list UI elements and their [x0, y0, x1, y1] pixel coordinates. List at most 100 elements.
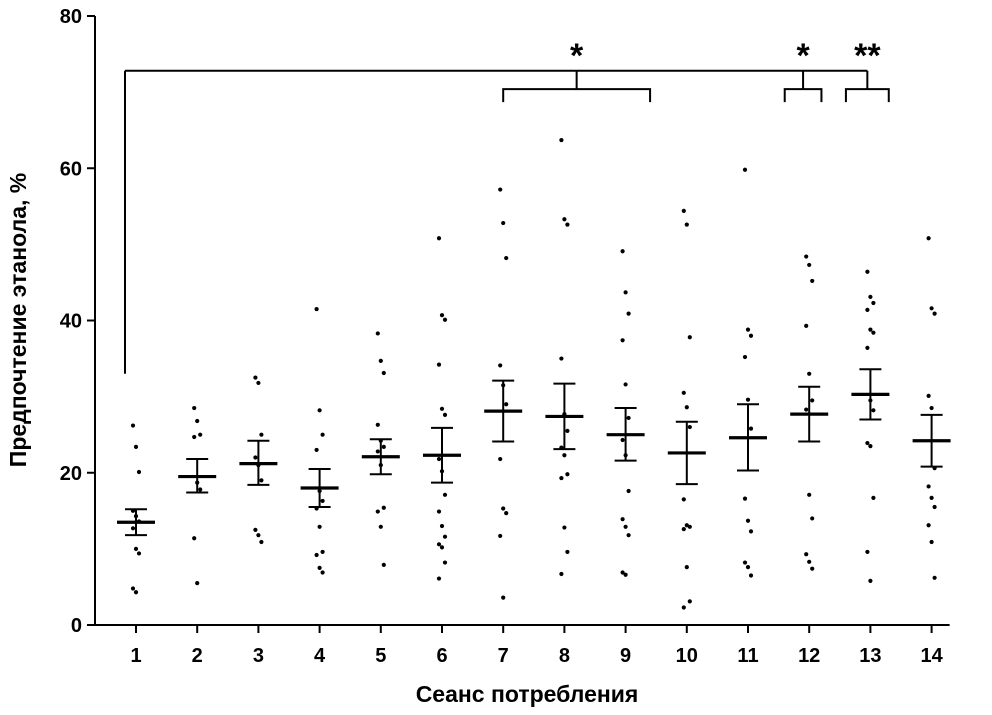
data-point	[439, 313, 445, 318]
data-point	[926, 393, 931, 398]
data-point	[681, 605, 686, 610]
data-point	[501, 220, 506, 226]
data-point	[745, 397, 751, 402]
data-point	[436, 362, 442, 367]
data-point	[192, 434, 197, 440]
data-point	[559, 571, 564, 577]
data-point	[623, 572, 628, 577]
data-point	[626, 415, 631, 421]
data-point	[620, 517, 625, 522]
data-point	[929, 539, 934, 545]
data-point	[868, 578, 873, 583]
data-point	[562, 525, 567, 530]
data-point	[253, 375, 258, 380]
data-point	[320, 570, 325, 575]
data-point	[807, 492, 812, 497]
data-point	[926, 484, 931, 489]
data-point	[439, 523, 445, 529]
data-point	[868, 444, 873, 449]
data-point	[192, 405, 197, 411]
data-point	[498, 533, 503, 539]
y-tick-label: 40	[60, 311, 82, 333]
data-point	[504, 402, 509, 407]
data-point	[256, 380, 261, 386]
data-point	[687, 524, 692, 529]
data-point	[687, 424, 692, 430]
data-point	[807, 262, 812, 268]
data-point	[810, 516, 815, 521]
data-point	[804, 552, 809, 557]
data-point	[807, 371, 812, 376]
x-tick-label: 10	[676, 645, 698, 667]
significance-star: **	[854, 37, 881, 75]
data-point	[684, 405, 689, 410]
data-point	[868, 294, 873, 300]
data-point	[501, 595, 506, 600]
data-point	[932, 575, 937, 580]
data-point	[442, 317, 448, 322]
data-point	[929, 306, 934, 311]
data-point	[742, 354, 748, 360]
y-tick-label: 0	[71, 615, 82, 637]
data-point	[136, 551, 142, 556]
data-point	[684, 222, 689, 227]
y-tick-label: 20	[60, 463, 82, 485]
data-point	[562, 453, 567, 458]
data-point	[681, 526, 686, 532]
data-point	[745, 518, 751, 523]
x-tick-label: 5	[375, 645, 386, 667]
data-point	[442, 492, 448, 497]
data-point	[929, 495, 934, 500]
data-point	[378, 524, 383, 529]
data-point	[192, 536, 197, 541]
data-point	[498, 456, 503, 462]
x-tick-label: 4	[314, 645, 326, 667]
data-point	[620, 338, 625, 343]
x-tick-label: 3	[253, 645, 264, 667]
data-point	[565, 472, 570, 477]
data-point	[748, 573, 754, 578]
data-point	[436, 456, 442, 462]
data-point	[745, 565, 751, 570]
data-point	[442, 412, 448, 417]
x-tick-label: 12	[798, 645, 820, 667]
data-point	[620, 249, 625, 254]
data-point	[442, 560, 448, 565]
significance-star: *	[796, 37, 810, 75]
data-point	[620, 437, 625, 443]
x-tick-label: 1	[130, 645, 141, 667]
data-point	[926, 523, 931, 528]
data-point	[929, 405, 934, 411]
data-point	[195, 418, 200, 424]
data-point	[498, 363, 503, 368]
data-point	[871, 495, 876, 500]
data-point	[565, 222, 570, 227]
data-point	[620, 570, 625, 575]
data-point	[926, 236, 931, 241]
data-point	[317, 408, 322, 413]
data-point	[626, 311, 631, 316]
data-point	[320, 549, 325, 555]
x-tick-label: 14	[920, 645, 943, 667]
significance-bracket	[502, 88, 652, 103]
data-point	[501, 506, 506, 511]
x-tick-label: 6	[436, 645, 447, 667]
x-tick-label: 9	[620, 645, 631, 667]
data-point	[375, 509, 380, 514]
data-point	[314, 447, 319, 453]
data-point	[436, 542, 442, 547]
y-tick-label: 60	[60, 158, 82, 180]
data-point	[253, 527, 258, 532]
data-point	[375, 422, 380, 427]
data-point	[198, 432, 203, 437]
y-axis-title: Предпочтение этанола, %	[5, 173, 31, 467]
data-point	[133, 590, 139, 595]
data-point	[130, 526, 136, 531]
data-point	[745, 327, 751, 332]
x-tick-label: 13	[859, 645, 881, 667]
data-point	[504, 510, 509, 516]
data-point	[439, 406, 445, 411]
significance-bracket	[783, 88, 823, 103]
data-point	[320, 498, 325, 504]
